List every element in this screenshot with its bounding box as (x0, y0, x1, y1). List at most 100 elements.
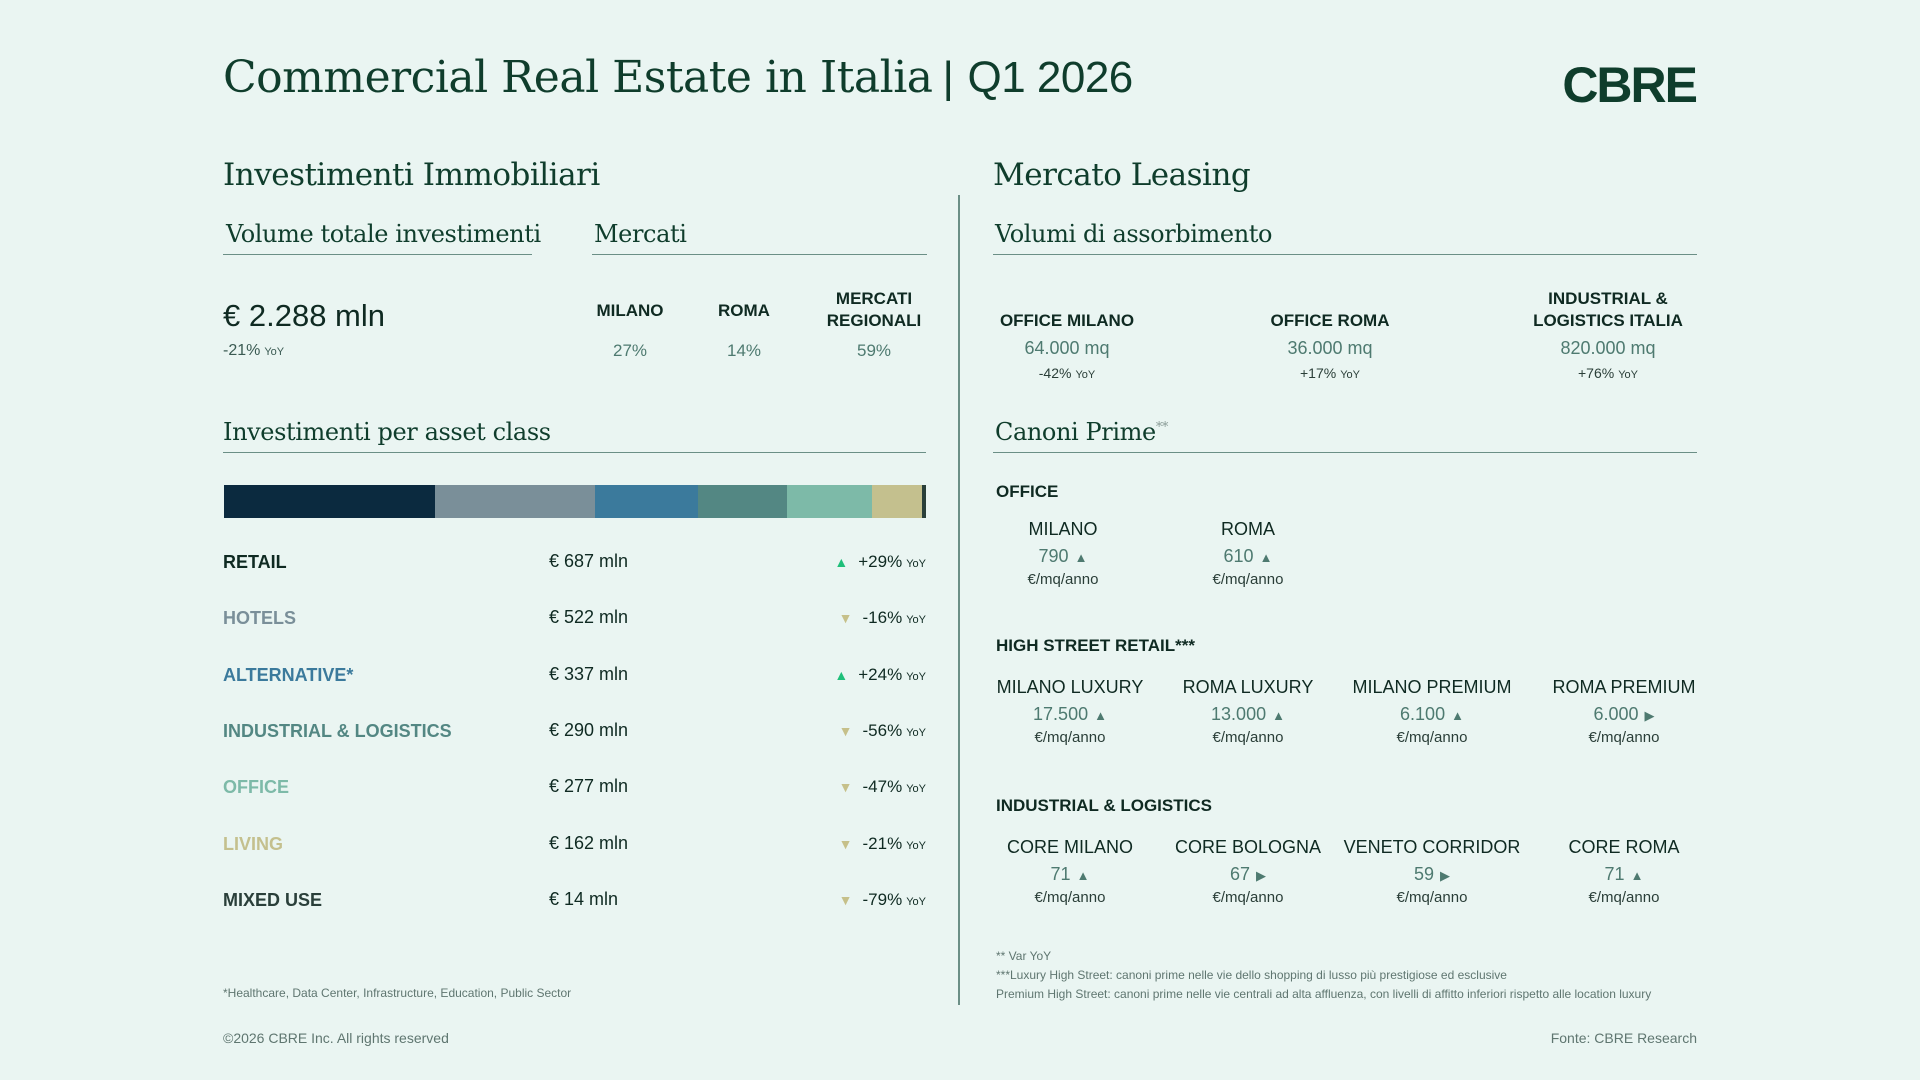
rent-item: VENETO CORRIDOR 59 ▶ €/mq/anno (1342, 837, 1522, 906)
rents-heading-mark: ** (1155, 420, 1169, 435)
total-change-value: -21% (223, 342, 261, 359)
rent-item: MILANO 790 ▲ €/mq/anno (973, 519, 1153, 588)
rent-unit: €/mq/anno (1034, 729, 1106, 746)
rent-city: ROMA (1221, 519, 1275, 539)
triangle-up-icon: ▲ (1094, 708, 1107, 723)
high-street-label: HIGH STREET RETAIL*** (996, 636, 1195, 655)
absorption-value: 36.000 mq (1287, 338, 1373, 358)
asset-change-value: -21% (862, 833, 903, 853)
market-value: 59% (856, 341, 892, 360)
volume-heading: Volume totale investimenti (223, 220, 541, 255)
rent-item: ROMA PREMIUM 6.000 ▶ €/mq/anno (1534, 677, 1714, 746)
triangle-right-icon: ▶ (1256, 868, 1267, 883)
absorption-label-line2: LOGISTICS ITALIA (1533, 311, 1683, 330)
note-line: Premium High Street: canoni prime nelle … (996, 987, 1652, 1001)
asset-name: ALTERNATIVE* (223, 664, 354, 685)
asset-row: RETAIL € 687 mln ▲ +29% YoY (223, 548, 926, 578)
market-regionali: MERCATI REGIONALI (812, 288, 936, 332)
rent-item: CORE ROMA 71 ▲ €/mq/anno (1534, 837, 1714, 906)
rent-value: 610 ▲ (1158, 546, 1338, 567)
asset-change: ▼ -47% YoY (839, 777, 926, 797)
rents-heading: Canoni Prime** (993, 418, 1697, 453)
rent-value: 17.500 ▲ (980, 704, 1160, 725)
rent-city: CORE ROMA (1568, 837, 1680, 857)
rent-value: 71 ▲ (980, 864, 1160, 885)
triangle-up-icon: ▲ (1630, 868, 1644, 883)
asset-name: OFFICE (223, 777, 289, 798)
asset-row: OFFICE € 277 mln ▼ -47% YoY (223, 773, 926, 803)
asset-change-value: +29% (858, 552, 903, 571)
triangle-down-icon: ▼ (838, 835, 853, 852)
rents-heading-text: Canoni Prime (995, 418, 1156, 446)
absorption-change: +17% YoY (1210, 365, 1450, 381)
triangle-right-icon: ▶ (1440, 868, 1451, 883)
market-value: 27% (612, 341, 648, 360)
bar-segment-living (871, 485, 922, 518)
absorption-value: 64.000 mq (1024, 338, 1110, 358)
asset-change: ▼ -16% YoY (839, 608, 926, 628)
absorption-label-line1: INDUSTRIAL & (1548, 289, 1668, 308)
rent-value: 790 ▲ (973, 546, 1153, 567)
absorption-label-line2: OFFICE ROMA (1270, 311, 1390, 330)
rent-city: ROMA LUXURY (1182, 677, 1314, 697)
absorption-item: OFFICE ROMA 36.000 mq +17% YoY (1210, 288, 1450, 381)
rent-value-number: 790 (1038, 546, 1069, 566)
rent-unit: €/mq/anno (1212, 729, 1284, 746)
leasing-notes: ** Var YoY ***Luxury High Street: canoni… (996, 947, 1651, 1004)
triangle-up-icon: ▲ (1074, 550, 1088, 565)
asset-class-stacked-bar (224, 485, 926, 518)
asset-amount: € 687 mln (549, 551, 629, 571)
absorption-heading: Volumi di assorbimento (993, 220, 1697, 255)
asset-change: ▲ +29% YoY (834, 552, 926, 572)
market-value: 14% (726, 341, 762, 360)
office-rents-label: OFFICE (996, 482, 1059, 501)
page-title: Commercial Real Estate in Italia | Q1 2026 (223, 52, 1133, 103)
bar-segment-industrial-logistics (698, 485, 788, 518)
absorption-change-value: +17% (1300, 365, 1337, 381)
leasing-heading: Mercato Leasing (993, 157, 1251, 193)
rent-value: 6.000 ▶ (1534, 704, 1714, 725)
title-separator: | (942, 53, 954, 102)
market-label: ROMA (718, 301, 770, 320)
asset-amount: € 522 mln (549, 607, 629, 628)
rent-item: CORE MILANO 71 ▲ €/mq/anno (980, 837, 1160, 906)
absorption-change-value: +76% (1578, 365, 1615, 381)
bar-segment-alternative (594, 485, 699, 518)
asset-change-value: -16% (862, 608, 903, 628)
rent-value: 6.100 ▲ (1342, 704, 1522, 725)
rent-unit: €/mq/anno (1396, 889, 1468, 906)
rent-value-number: 17.500 (1033, 704, 1089, 724)
bar-segment-retail (224, 485, 435, 518)
triangle-up-icon: ▲ (834, 666, 849, 683)
asset-row: LIVING € 162 mln ▼ -21% YoY (223, 830, 926, 860)
absorption-item: OFFICE MILANO 64.000 mq -42% YoY (947, 288, 1187, 381)
yoy-label: YoY (1618, 369, 1638, 381)
rent-value-number: 71 (1050, 864, 1071, 884)
asset-name: HOTELS (223, 608, 297, 629)
rent-unit: €/mq/anno (1588, 889, 1660, 906)
asset-change: ▲ +24% YoY (834, 665, 926, 685)
asset-row: INDUSTRIAL & LOGISTICS € 290 mln ▼ -56% YoY (223, 717, 926, 747)
investments-heading: Investimenti Immobiliari (223, 157, 600, 193)
rent-value-number: 71 (1604, 864, 1625, 884)
asset-amount: € 14 mln (549, 888, 619, 909)
rent-item: ROMA LUXURY 13.000 ▲ €/mq/anno (1158, 677, 1338, 746)
title-text: Commercial Real Estate in Italia (223, 52, 933, 103)
market-label: MILANO (596, 301, 664, 320)
source: Fonte: CBRE Research (1550, 1030, 1697, 1046)
asset-change-value: -79% (862, 889, 903, 909)
asset-amount: € 337 mln (549, 663, 629, 684)
rent-value: 67 ▶ (1158, 864, 1338, 885)
rent-value-number: 6.100 (1400, 704, 1446, 724)
rent-value-number: 67 (1229, 864, 1251, 884)
rent-value-number: 13.000 (1211, 704, 1267, 724)
title-period: Q1 2026 (967, 53, 1133, 102)
absorption-label-line1 (1210, 288, 1450, 310)
rent-city: MILANO LUXURY (996, 677, 1144, 697)
yoy-label: YoY (906, 670, 926, 683)
market-label-line2: REGIONALI (826, 311, 922, 330)
triangle-up-icon: ▲ (1272, 708, 1285, 723)
note-line: ** Var YoY (996, 949, 1052, 963)
yoy-label: YoY (906, 783, 926, 796)
note-line: ***Luxury High Street: canoni prime nell… (996, 968, 1507, 982)
